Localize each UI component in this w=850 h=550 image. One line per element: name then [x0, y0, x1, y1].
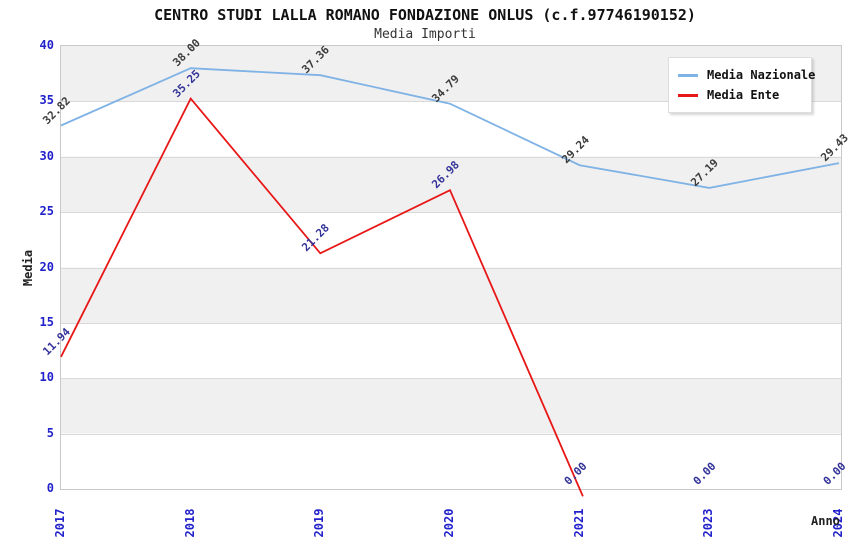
- legend-item: Media Ente: [678, 85, 802, 105]
- y-tick-label: 35: [39, 93, 54, 108]
- x-tick-label: 2018: [182, 508, 197, 538]
- y-tick-label: 5: [46, 425, 54, 440]
- gridline-y-30: [61, 156, 841, 158]
- y-tick-label: 0: [46, 481, 54, 495]
- y-tick-label: 20: [39, 259, 54, 274]
- chart-subtitle: Media Importi: [374, 27, 476, 42]
- gridline-y-20: [61, 267, 841, 269]
- legend-label: Media Ente: [707, 88, 780, 102]
- legend: Media Nazionale Media Ente: [668, 57, 815, 113]
- y-tick-label: 10: [39, 370, 54, 385]
- gridline-y-15: [61, 322, 841, 324]
- x-axis-title: Anno: [811, 514, 840, 528]
- gridline-y-25: [61, 212, 841, 214]
- chart-title: CENTRO STUDI LALLA ROMANO FONDAZIONE ONL…: [154, 6, 696, 24]
- y-tick-label: 30: [39, 148, 54, 163]
- series-line-media-ente: [60, 96, 584, 497]
- y-tick-label: 25: [39, 204, 54, 219]
- legend-line-swatch: [678, 93, 698, 97]
- plot-area: [60, 45, 842, 497]
- series-line-media-nazionale: [60, 67, 840, 189]
- legend-line-swatch: [678, 73, 698, 77]
- y-tick-label: 15: [39, 314, 54, 329]
- gridline-y-5: [61, 433, 841, 435]
- gridline-y-10: [61, 378, 841, 380]
- x-tick-label: 2019: [312, 508, 327, 538]
- legend-item: Media Nazionale: [678, 65, 815, 85]
- gridline-y-35: [61, 101, 841, 103]
- x-tick-label: 2021: [571, 508, 586, 538]
- x-tick-label: 2023: [701, 508, 716, 538]
- y-tick-label: 40: [39, 38, 54, 52]
- line-chart-svg: [60, 67, 840, 497]
- x-tick-label: 2017: [53, 508, 67, 538]
- y-axis-title: Media: [21, 249, 35, 287]
- x-tick-label: 2020: [442, 508, 456, 538]
- legend-label: Media Nazionale: [707, 68, 816, 82]
